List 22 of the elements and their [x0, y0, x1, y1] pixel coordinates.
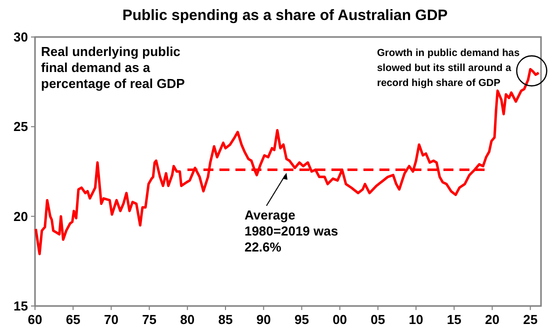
x-tick-label: 00 [332, 312, 348, 327]
annotation: Average 1980=2019 was 22.6% [244, 208, 338, 255]
x-tick-label: 70 [104, 312, 118, 327]
x-tick-label: 05 [370, 312, 386, 327]
x-tick-label: 90 [256, 312, 271, 327]
y-tick-label: 20 [14, 208, 28, 224]
x-tick-label: 65 [66, 312, 80, 327]
x-tick-label: 25 [523, 312, 538, 327]
y-tick-label: 25 [14, 119, 28, 134]
x-tick-label: 80 [180, 312, 195, 327]
x-tick-label: 95 [294, 312, 309, 327]
chart-title: Public spending as a share of Australian GDP [122, 7, 448, 24]
x-tick-label: 10 [408, 312, 424, 327]
y-tick-label: 15 [14, 298, 28, 314]
annotation: Real underlying public final demand as a percentage of real GDP [41, 44, 186, 91]
x-tick-label: 75 [142, 312, 157, 327]
annotation: Growth in public demand has slowed but its still around a record high share of GDP [377, 48, 520, 89]
x-tick-label: 85 [218, 312, 233, 327]
x-tick-label: 60 [28, 312, 42, 327]
x-tick-label: 20 [484, 312, 500, 327]
y-tick-label: 30 [14, 30, 28, 45]
x-tick-label: 15 [446, 312, 462, 327]
